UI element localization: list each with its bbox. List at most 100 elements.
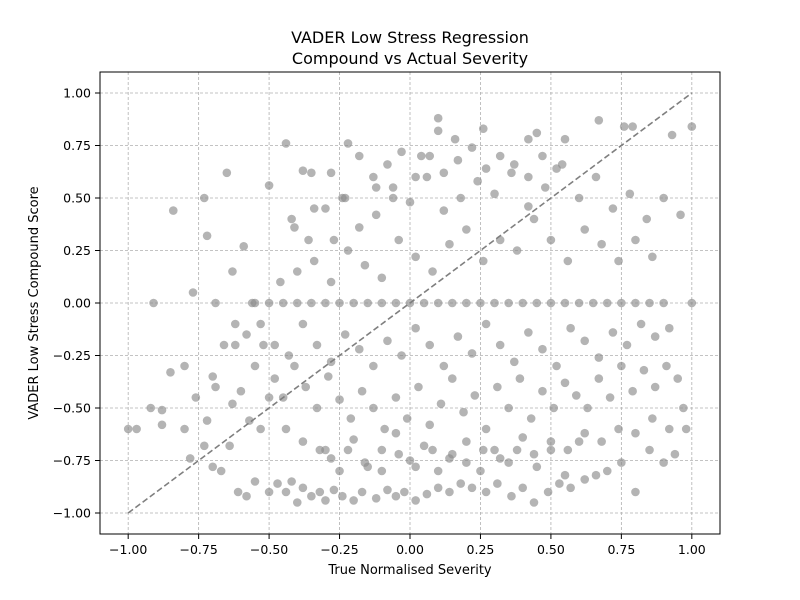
data-point <box>580 475 590 484</box>
data-point <box>504 403 513 413</box>
data-point <box>363 462 373 472</box>
data-point <box>614 256 623 266</box>
data-point <box>591 172 601 182</box>
data-point <box>315 487 325 497</box>
data-point <box>594 374 604 383</box>
y-axis-label: VADER Low Stress Compound Score <box>27 186 42 419</box>
data-point <box>307 298 316 308</box>
data-points <box>123 113 697 507</box>
data-point <box>278 298 288 308</box>
data-point <box>321 496 330 505</box>
data-point <box>326 454 336 463</box>
data-point <box>233 487 243 497</box>
data-point <box>512 246 522 255</box>
data-point <box>447 374 457 383</box>
data-point <box>340 193 350 203</box>
data-point <box>490 189 499 199</box>
data-point <box>546 298 556 308</box>
y-tick-label: 0.75 <box>63 138 91 153</box>
data-point <box>416 151 426 161</box>
data-point <box>199 441 209 451</box>
data-point <box>453 155 463 165</box>
data-point <box>264 487 274 497</box>
data-point <box>526 414 536 423</box>
y-tick-label: −0.25 <box>53 348 91 363</box>
data-point <box>225 441 234 451</box>
data-point <box>524 172 533 182</box>
data-point <box>538 151 547 161</box>
data-point <box>230 319 240 329</box>
data-point <box>343 139 353 148</box>
data-point <box>349 298 358 308</box>
data-point <box>230 340 240 350</box>
data-point <box>228 399 237 409</box>
data-point <box>208 372 218 381</box>
data-point <box>391 428 401 438</box>
data-point <box>377 273 387 283</box>
data-point <box>574 437 584 446</box>
data-point <box>476 466 485 476</box>
data-point <box>354 344 364 354</box>
data-point <box>211 298 220 308</box>
data-point <box>495 454 505 463</box>
data-point <box>360 260 370 270</box>
data-point <box>394 235 404 245</box>
data-point <box>650 382 660 392</box>
data-point <box>679 403 688 413</box>
data-point <box>645 298 654 308</box>
data-point <box>180 361 189 371</box>
data-point <box>639 365 649 375</box>
data-point <box>411 496 420 505</box>
data-point <box>281 487 291 497</box>
data-point <box>495 340 505 350</box>
data-point <box>290 223 299 232</box>
data-point <box>264 181 274 190</box>
data-point <box>250 477 260 486</box>
data-point <box>574 193 584 203</box>
y-tick-label: 1.00 <box>63 86 91 101</box>
data-point <box>453 332 463 341</box>
data-point <box>478 124 488 133</box>
data-point <box>321 298 330 308</box>
x-tick-label: 0.00 <box>396 542 424 557</box>
data-point <box>391 393 401 402</box>
data-point <box>659 298 668 308</box>
chart-title-line2: Compound vs Actual Severity <box>292 49 528 68</box>
data-point <box>481 164 491 173</box>
data-point <box>470 391 480 400</box>
data-point <box>326 277 336 287</box>
data-point <box>256 424 265 434</box>
data-point <box>433 466 443 476</box>
data-point <box>622 340 632 350</box>
data-point <box>270 374 280 383</box>
data-point <box>538 344 547 354</box>
data-point <box>273 479 282 488</box>
data-point <box>222 168 232 178</box>
data-point <box>524 134 533 144</box>
data-point <box>168 206 178 215</box>
data-point <box>349 496 358 505</box>
data-point <box>363 298 373 308</box>
data-point <box>419 298 429 308</box>
data-point <box>377 466 387 476</box>
data-point <box>594 353 604 362</box>
data-point <box>321 204 330 213</box>
data-point <box>670 449 680 459</box>
data-point <box>369 361 378 371</box>
data-point <box>388 193 398 203</box>
data-point <box>309 204 319 213</box>
data-point <box>340 330 350 339</box>
data-point <box>617 361 626 371</box>
data-point <box>402 414 412 423</box>
data-point <box>346 414 356 423</box>
data-point <box>250 298 260 308</box>
data-point <box>371 494 381 503</box>
data-point <box>476 298 485 308</box>
data-point <box>631 235 640 245</box>
data-point <box>481 319 491 329</box>
data-point <box>371 183 381 192</box>
data-point <box>422 489 432 499</box>
data-point <box>380 424 389 434</box>
data-point <box>597 239 606 249</box>
